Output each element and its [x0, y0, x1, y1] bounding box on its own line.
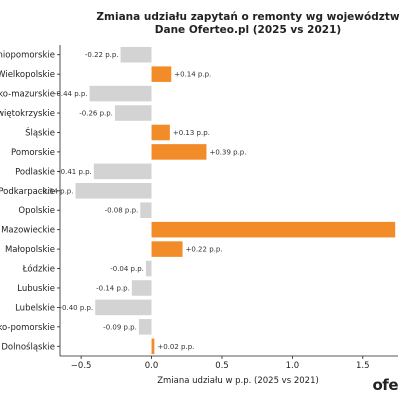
x-tick-label-1: 0.0	[145, 361, 159, 371]
x-tick-label-0: −0.5	[71, 361, 92, 371]
data-label-14: -0.09 p.p.	[103, 323, 137, 331]
category-label-13: Lubelskie	[15, 303, 55, 313]
chart-title-line1: Zmiana udziału zapytań o remonty wg woje…	[96, 11, 399, 23]
data-label-15: +0.02 p.p.	[157, 343, 194, 351]
bar-11	[145, 260, 152, 277]
bar-13	[95, 299, 152, 316]
data-label-4: +0.13 p.p.	[173, 129, 210, 137]
category-label-2: Warmińsko-mazurskie	[0, 90, 55, 100]
bar-9	[151, 221, 396, 238]
category-label-7: Podkarpackie	[0, 187, 55, 197]
category-label-4: Śląskie	[25, 126, 55, 138]
data-label-7: -0.54 p.p.	[40, 187, 74, 195]
data-label-2: -0.44 p.p.	[54, 90, 88, 98]
chart-title-line2: Dane Oferteo.pl (2025 vs 2021)	[155, 24, 341, 36]
x-tick-label-2: 0.5	[215, 361, 229, 371]
category-label-9: Mazowieckie	[1, 226, 55, 236]
x-tick-label-3: 1.0	[286, 361, 300, 371]
category-label-5: Pomorskie	[11, 148, 55, 158]
category-label-12: Lubuskie	[17, 284, 55, 294]
brand-logo-text: ofe	[372, 376, 398, 394]
data-label-6: -0.41 p.p.	[58, 168, 92, 176]
brand-logo: ofe	[372, 376, 398, 394]
category-label-8: Opolskie	[18, 206, 55, 216]
bar-0	[120, 46, 152, 63]
bar-8	[140, 202, 152, 218]
bar-2	[89, 85, 152, 102]
x-axis-title: Zmiana udziału w p.p. (2025 vs 2021)	[157, 376, 319, 386]
plot-area: Zachodniopomorskie -0.22 p.p. Wielkopolski…	[0, 45, 398, 371]
bar-6	[93, 163, 152, 180]
x-tick-label-4: 1.5	[356, 361, 370, 371]
category-label-6: Podlaskie	[15, 167, 55, 177]
bar-10	[151, 241, 183, 257]
bar-5	[151, 144, 207, 160]
data-label-12: -0.14 p.p.	[96, 284, 130, 292]
category-label-14: Kujawsko-pomorskie	[0, 323, 55, 333]
category-label-3: Świętokrzyskie	[0, 107, 55, 119]
data-label-10: +0.22 p.p.	[186, 246, 223, 254]
data-label-8: -0.08 p.p.	[105, 207, 139, 215]
data-label-3: -0.26 p.p.	[79, 110, 113, 118]
data-label-5: +0.39 p.p.	[209, 148, 246, 156]
category-label-10: Małopolskie	[5, 245, 55, 255]
data-label-1: +0.14 p.p.	[174, 71, 211, 79]
data-label-0: -0.22 p.p.	[85, 51, 119, 59]
bar-7	[75, 183, 152, 199]
bar-15	[151, 338, 155, 355]
bar-1	[151, 66, 172, 82]
bar-12	[131, 280, 152, 296]
bar-4	[151, 124, 170, 141]
category-label-1: Wielkopolskie	[0, 70, 55, 80]
category-label-0: Zachodniopomorskie	[0, 51, 55, 61]
category-label-15: Dolnośląskie	[1, 341, 55, 352]
bar-14	[138, 319, 152, 335]
data-label-13: -0.40 p.p.	[60, 304, 94, 312]
category-label-11: Łódzkie	[22, 264, 55, 275]
data-label-11: -0.04 p.p.	[110, 265, 144, 273]
bar-3	[114, 105, 152, 121]
